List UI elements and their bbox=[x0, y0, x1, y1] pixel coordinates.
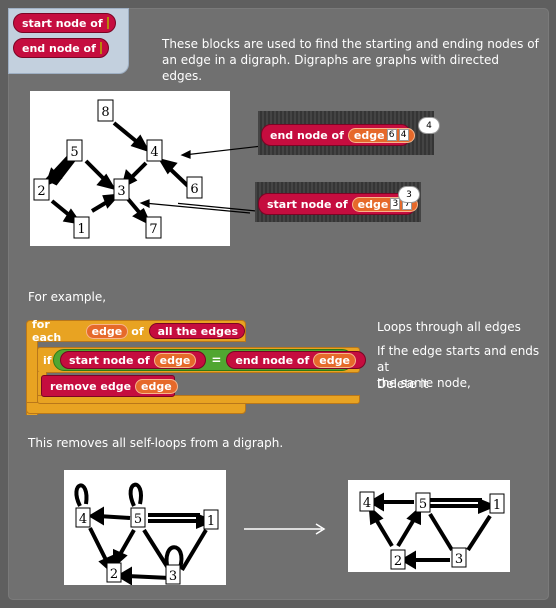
start-node-of-block[interactable]: start node of bbox=[13, 13, 116, 33]
pointer-arrows bbox=[178, 145, 263, 212]
transform-arrow bbox=[244, 523, 326, 535]
removes-text: This removes all self-loops from a digra… bbox=[28, 436, 284, 450]
edge-variable[interactable]: edge bbox=[135, 378, 178, 394]
block-label: start node of bbox=[267, 197, 348, 211]
if-bottom bbox=[37, 395, 360, 404]
edge-label: edge bbox=[357, 197, 389, 211]
end-node-example: end node of edge 6 4 4 bbox=[258, 111, 440, 155]
edge-label: edge bbox=[353, 128, 385, 142]
intro-line-1: These blocks are used to find the starti… bbox=[162, 37, 539, 51]
digraph-before: 4 5 1 2 3 bbox=[64, 470, 226, 586]
help-panel: start node of end node of These blocks a… bbox=[8, 8, 549, 600]
if-annotation-line-1: If the edge starts and ends at bbox=[377, 344, 540, 374]
node-label: 5 bbox=[419, 497, 427, 512]
result-bubble: 3 bbox=[398, 186, 420, 203]
node-label: 1 bbox=[493, 498, 501, 513]
edge-reporter[interactable]: edge 6 4 bbox=[347, 127, 415, 143]
start-node-of-block[interactable]: start node of edge bbox=[60, 351, 207, 369]
node-label: 3 bbox=[117, 184, 125, 199]
end-node-of-edge-block[interactable]: end node of edge 6 4 bbox=[261, 124, 415, 146]
end-node-of-block[interactable]: end node of edge bbox=[226, 351, 366, 369]
node-label: 4 bbox=[150, 145, 158, 160]
digraph-svg: 8 5 4 2 3 6 1 7 bbox=[33, 99, 203, 239]
node-label: 1 bbox=[77, 222, 85, 237]
for-each-label: for each bbox=[32, 318, 62, 344]
node-label: 2 bbox=[394, 554, 402, 569]
node-label: 3 bbox=[169, 569, 177, 584]
start-node-of-label: start node of bbox=[69, 353, 150, 367]
edge-variable[interactable]: edge bbox=[153, 352, 197, 368]
end-node-of-label: end node of bbox=[235, 353, 310, 367]
list-icon bbox=[99, 42, 102, 54]
equals-block[interactable]: start node of edge = end node of edge bbox=[53, 349, 366, 371]
node-label: 6 bbox=[190, 182, 198, 197]
delete-annotation: Delete it bbox=[377, 377, 429, 391]
result-bubble: 4 bbox=[418, 117, 440, 134]
node-label: 5 bbox=[134, 512, 142, 527]
digraph-after: 4 5 1 2 3 bbox=[348, 480, 510, 572]
digraph-before-svg: 4 5 1 2 3 bbox=[74, 482, 219, 586]
of-label: of bbox=[131, 324, 144, 338]
for-each-block[interactable]: for each edge of all the edges bbox=[26, 318, 246, 344]
pointer-arrow-2 bbox=[139, 199, 251, 214]
all-the-edges-label: all the edges bbox=[157, 324, 238, 338]
block-legend: start node of end node of bbox=[8, 8, 129, 74]
node-label: 8 bbox=[101, 105, 109, 120]
for-example-label: For example, bbox=[28, 290, 107, 304]
edge-start-slot[interactable]: 6 bbox=[386, 129, 397, 141]
if-label: if bbox=[43, 353, 52, 367]
node-label: 7 bbox=[149, 222, 157, 237]
start-node-of-edge-block[interactable]: start node of edge 3 7 bbox=[258, 193, 419, 215]
loops-annotation: Loops through all edges bbox=[377, 320, 521, 334]
end-node-of-label: end node of bbox=[22, 41, 96, 55]
node-label: 4 bbox=[363, 496, 371, 511]
all-the-edges-reporter[interactable]: all the edges bbox=[148, 323, 245, 339]
edge-variable[interactable]: edge bbox=[85, 323, 129, 339]
node-label: 2 bbox=[37, 184, 45, 199]
end-node-of-block[interactable]: end node of bbox=[13, 38, 109, 58]
node-label: 5 bbox=[70, 145, 78, 160]
block-label: end node of bbox=[270, 128, 344, 142]
list-icon bbox=[106, 17, 109, 29]
node-label: 1 bbox=[207, 514, 215, 529]
edge-end-slot[interactable]: 4 bbox=[398, 129, 409, 141]
remove-edge-block[interactable]: remove edge edge bbox=[41, 375, 178, 397]
start-node-of-label: start node of bbox=[22, 16, 103, 30]
intro-line-2: an edge in a digraph. Digraphs are graph… bbox=[162, 53, 499, 83]
digraph-example: 8 5 4 2 3 6 1 7 bbox=[30, 91, 230, 246]
edge-start-slot[interactable]: 3 bbox=[390, 198, 401, 210]
equals-sign: = bbox=[211, 353, 222, 367]
digraph-after-svg: 4 5 1 2 3 bbox=[359, 491, 505, 570]
remove-edge-label: remove edge bbox=[50, 379, 132, 393]
intro-text: These blocks are used to find the starti… bbox=[162, 36, 542, 84]
start-node-example: start node of edge 3 7 3 bbox=[255, 182, 421, 222]
edge-variable[interactable]: edge bbox=[313, 352, 356, 368]
node-label: 2 bbox=[110, 567, 118, 582]
node-label: 3 bbox=[455, 552, 463, 567]
node-label: 4 bbox=[79, 512, 87, 527]
if-annotation: If the edge starts and ends at the same … bbox=[377, 343, 549, 391]
if-annotation-line-2: the same node, bbox=[377, 376, 471, 390]
